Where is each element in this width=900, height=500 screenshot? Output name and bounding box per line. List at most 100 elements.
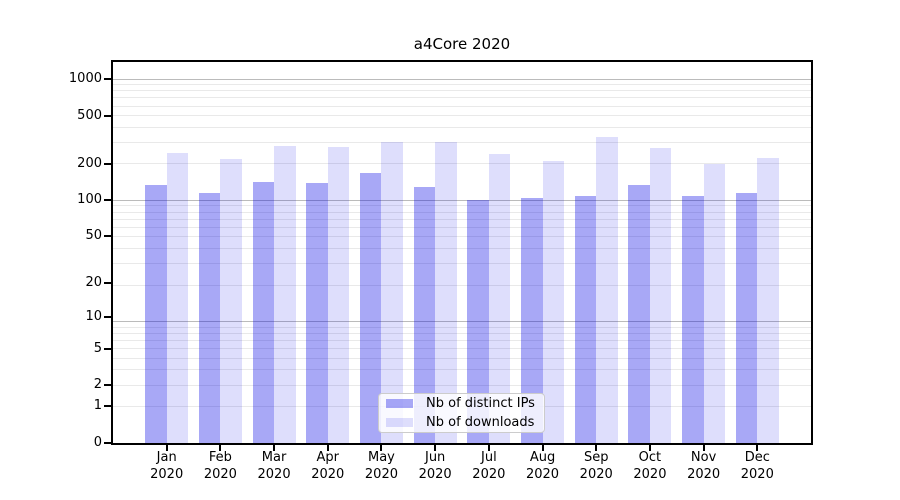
x-tick-year: 2020 bbox=[633, 467, 667, 482]
x-tick bbox=[273, 445, 276, 451]
gridline-minor bbox=[113, 126, 811, 128]
x-tick-month: Jun bbox=[424, 450, 446, 465]
y-tick-label: 100 bbox=[77, 191, 102, 207]
bar-distinct-ips-oct bbox=[628, 184, 650, 443]
bar-distinct-ips-jan bbox=[145, 185, 167, 443]
bar-distinct-ips-jun bbox=[413, 186, 436, 443]
bar-distinct-ips-feb bbox=[198, 192, 221, 443]
y-tick-label: 1 bbox=[93, 398, 102, 414]
x-tick bbox=[380, 445, 383, 451]
x-tick-month: Feb bbox=[208, 450, 232, 465]
x-tick bbox=[756, 445, 759, 451]
x-tick-label: Aug 2020 bbox=[511, 449, 575, 483]
x-tick-month: May bbox=[368, 450, 395, 465]
x-tick-label: Oct 2020 bbox=[618, 449, 682, 483]
gridline-minor bbox=[113, 205, 811, 207]
bar-distinct-ips-jul bbox=[467, 199, 489, 443]
gridline-major bbox=[113, 321, 811, 323]
x-tick-label: Feb 2020 bbox=[188, 449, 252, 483]
y-tick-label: 5 bbox=[93, 340, 102, 356]
x-tick bbox=[648, 445, 651, 451]
y-tick-label: 20 bbox=[85, 274, 102, 290]
x-tick-year: 2020 bbox=[579, 467, 613, 482]
gridline-major bbox=[113, 78, 811, 80]
spine-left bbox=[111, 60, 113, 445]
bar-distinct-ips-mar bbox=[252, 182, 275, 443]
x-tick-label: Jul 2020 bbox=[457, 449, 521, 483]
x-tick-month: Apr bbox=[316, 450, 340, 465]
y-tick bbox=[104, 281, 111, 284]
gridline-minor bbox=[113, 115, 811, 117]
x-tick bbox=[165, 445, 168, 451]
gridline-minor bbox=[113, 332, 811, 334]
x-tick-label: Jan 2020 bbox=[135, 449, 199, 483]
bar-distinct-ips-sep bbox=[574, 195, 597, 443]
gridline-minor bbox=[113, 211, 811, 213]
gridline-minor bbox=[113, 348, 811, 350]
gridline-minor bbox=[113, 105, 811, 107]
bar-distinct-ips-aug bbox=[521, 197, 543, 443]
x-tick bbox=[595, 445, 598, 451]
legend-swatch-distinct-ips bbox=[386, 399, 413, 408]
bar-downloads-jul bbox=[488, 153, 511, 443]
y-tick bbox=[104, 162, 111, 165]
gridline-major bbox=[113, 199, 811, 201]
legend: Nb of distinct IPs Nb of downloads bbox=[378, 393, 545, 433]
gridline-minor bbox=[113, 142, 811, 144]
bar-distinct-ips-dec bbox=[735, 192, 758, 443]
y-tick-label: 1000 bbox=[68, 71, 102, 87]
bar-downloads-sep bbox=[596, 137, 618, 443]
bar-downloads-nov bbox=[703, 164, 726, 443]
legend-item: Nb of downloads bbox=[379, 413, 544, 432]
spine-right bbox=[811, 60, 813, 445]
x-tick bbox=[219, 445, 222, 451]
gridline-minor bbox=[113, 90, 811, 92]
x-tick-label: Jun 2020 bbox=[403, 449, 467, 483]
y-tick-label: 0 bbox=[93, 435, 102, 450]
gridline-minor bbox=[113, 263, 811, 265]
x-tick-label: Mar 2020 bbox=[242, 449, 306, 483]
x-tick bbox=[326, 445, 329, 451]
bar-distinct-ips-nov bbox=[682, 195, 704, 443]
x-tick-year: 2020 bbox=[203, 467, 237, 482]
bar-downloads-mar bbox=[274, 146, 296, 443]
x-tick-month: Sep bbox=[583, 450, 609, 465]
gridline-minor bbox=[113, 84, 811, 86]
bar-distinct-ips-may bbox=[359, 173, 382, 443]
x-tick bbox=[541, 445, 544, 451]
bar-downloads-aug bbox=[542, 161, 565, 443]
y-tick bbox=[104, 78, 111, 81]
gridline-minor bbox=[113, 339, 811, 341]
x-tick-year: 2020 bbox=[740, 467, 774, 482]
x-tick-year: 2020 bbox=[311, 467, 345, 482]
y-tick-label: 200 bbox=[77, 155, 102, 171]
legend-label: Nb of distinct IPs bbox=[426, 396, 535, 411]
y-tick-label: 50 bbox=[85, 227, 102, 243]
bar-downloads-jun bbox=[435, 141, 457, 443]
x-tick bbox=[702, 445, 705, 451]
gridline-minor bbox=[113, 326, 811, 328]
x-tick-month: Oct bbox=[638, 450, 662, 465]
x-tick-label: Apr 2020 bbox=[296, 449, 360, 483]
y-tick bbox=[104, 315, 111, 318]
y-tick bbox=[104, 234, 111, 237]
x-tick-month: Aug bbox=[529, 450, 556, 465]
x-tick-year: 2020 bbox=[687, 467, 721, 482]
y-tick-label: 500 bbox=[77, 107, 102, 123]
gridline-minor bbox=[113, 163, 811, 165]
x-tick-month: Dec bbox=[744, 450, 770, 465]
y-tick bbox=[104, 405, 111, 408]
y-tick-label: 2 bbox=[93, 377, 102, 393]
gridline-minor bbox=[113, 248, 811, 250]
x-tick-year: 2020 bbox=[472, 467, 506, 482]
gridline-minor bbox=[113, 97, 811, 99]
spine-bottom bbox=[111, 443, 813, 445]
gridline-minor bbox=[113, 357, 811, 359]
x-tick-label: Nov 2020 bbox=[672, 449, 736, 483]
x-tick-month: Jul bbox=[481, 450, 497, 465]
x-tick-year: 2020 bbox=[150, 467, 184, 482]
x-tick-year: 2020 bbox=[525, 467, 560, 482]
bar-downloads-dec bbox=[757, 157, 779, 443]
bar-downloads-apr bbox=[327, 147, 350, 443]
